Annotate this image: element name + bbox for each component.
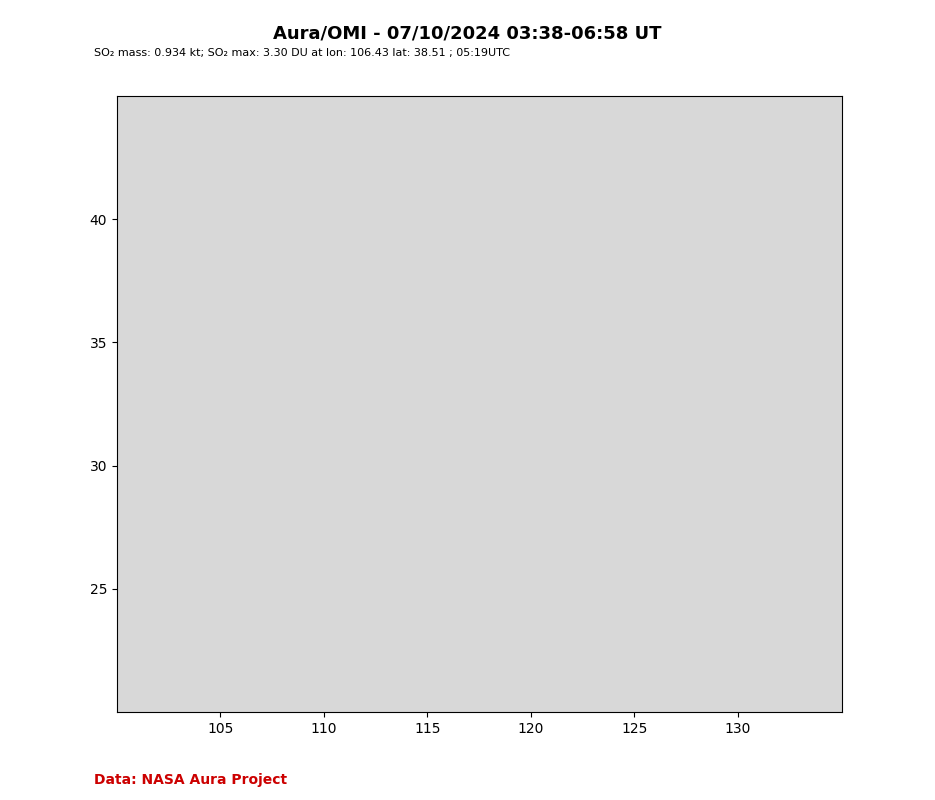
Text: Aura/OMI - 07/10/2024 03:38-06:58 UT: Aura/OMI - 07/10/2024 03:38-06:58 UT (273, 24, 662, 42)
Text: SO₂ mass: 0.934 kt; SO₂ max: 3.30 DU at lon: 106.43 lat: 38.51 ; 05:19UTC: SO₂ mass: 0.934 kt; SO₂ max: 3.30 DU at … (94, 48, 510, 58)
Text: Data: NASA Aura Project: Data: NASA Aura Project (94, 773, 287, 787)
